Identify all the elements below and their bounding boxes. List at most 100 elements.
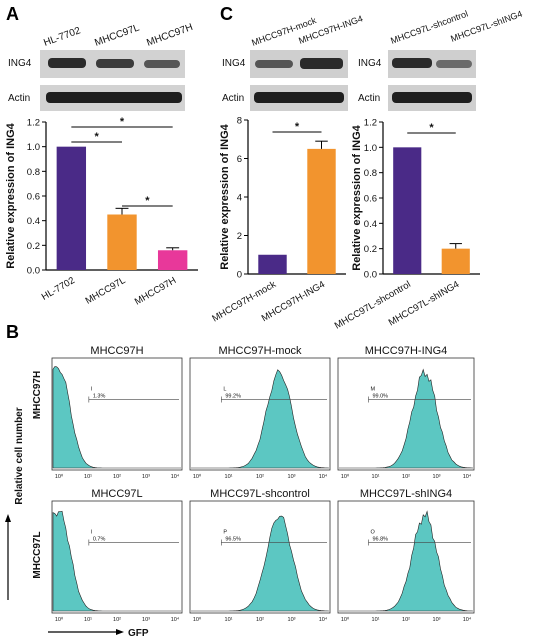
x-tick-label: 10³: [433, 617, 441, 623]
bar: [157, 250, 188, 270]
blot-row-label: ING4: [222, 58, 246, 69]
y-axis-title: Relative expression of ING4: [5, 122, 17, 268]
lane-label: HL-7702: [42, 25, 82, 49]
histogram-title: MHCC97L: [91, 488, 142, 500]
x-axis-label: GFP: [128, 628, 149, 639]
blot-band: [96, 59, 134, 68]
blot-band: [144, 60, 180, 68]
x-tick-label: 10¹: [84, 617, 92, 623]
x-tick-label: 10¹: [372, 474, 380, 480]
row-label: MHCC97H: [32, 371, 43, 419]
panel-a-blot: HL-7702 MHCC97L MHCC97H ING4 Actin: [8, 22, 194, 111]
x-tick-label: 10¹: [84, 474, 92, 480]
x-tick-label: 10⁰: [193, 616, 202, 623]
blot-band: [254, 92, 344, 103]
blot-band: [255, 60, 293, 68]
x-tick-label: MHCC97L: [84, 275, 128, 307]
histogram-title: MHCC97H: [90, 345, 143, 357]
gate-percent: 1.3%: [93, 393, 106, 399]
y-tick-label: 2: [237, 231, 242, 242]
bar: [307, 148, 336, 274]
bar: [258, 254, 287, 274]
y-tick-label: 0.4: [364, 219, 377, 230]
gate-percent: 99.0%: [372, 393, 388, 399]
row-label: MHCC97L: [32, 531, 43, 578]
histogram-curve: [52, 366, 181, 469]
x-tick-label: 10²: [113, 617, 121, 623]
gate-label: O: [370, 529, 375, 535]
panel-letter-b: B: [6, 322, 19, 342]
histogram-frame: [337, 500, 475, 614]
x-tick-label: 10³: [288, 474, 296, 480]
x-tick-label: 10⁰: [341, 616, 350, 623]
blot-band: [48, 58, 86, 68]
lane-label: MHCC97H: [145, 22, 194, 49]
x-tick-label: 10¹: [225, 474, 233, 480]
x-tick-label: 10⁴: [463, 616, 472, 623]
gate-percent: 0.7%: [93, 536, 106, 542]
histogram-title: MHCC97H-ING4: [365, 345, 448, 357]
x-tick-label: 10³: [142, 617, 150, 623]
x-tick-label: 10⁰: [341, 473, 350, 480]
histogram-title: MHCC97L-shcontrol: [210, 488, 310, 500]
blot-band: [46, 92, 182, 103]
y-tick-label: 0.2: [364, 244, 377, 255]
gate-percent: 99.2%: [225, 393, 241, 399]
gate-label: M: [370, 386, 375, 392]
y-tick-label: 0.2: [27, 241, 40, 252]
y-tick-label: 6: [237, 154, 242, 165]
y-tick-label: 0.0: [27, 266, 40, 277]
blot-row-label: Actin: [8, 93, 30, 104]
significance-star: *: [95, 131, 100, 143]
y-axis-title: Relative expression of ING4: [351, 124, 363, 270]
x-tick-label: 10⁰: [55, 616, 64, 623]
x-tick-label: 10⁴: [171, 473, 180, 480]
blot-row-label: ING4: [8, 58, 32, 69]
significance-star: *: [429, 122, 434, 134]
significance-star: *: [120, 116, 125, 128]
x-tick-label: 10²: [256, 474, 264, 480]
gate-percent: 96.5%: [225, 536, 241, 542]
blot-band: [436, 60, 472, 68]
y-tick-label: 1.2: [364, 118, 377, 129]
gate-label: I: [91, 386, 93, 392]
x-tick-label: 10⁴: [171, 616, 180, 623]
bar: [393, 147, 422, 274]
significance-star: *: [295, 121, 300, 133]
bar: [107, 214, 137, 270]
y-tick-label: 0.0: [364, 270, 377, 281]
y-tick-label: 0: [237, 270, 242, 281]
histogram-curve: [52, 510, 181, 612]
x-tick-label: 10⁰: [55, 473, 64, 480]
x-tick-label: 10⁰: [193, 473, 202, 480]
blot-band: [300, 58, 343, 69]
x-tick-label: 10²: [113, 474, 121, 480]
blot-row-label: Actin: [358, 93, 380, 104]
x-tick-label: 10⁴: [319, 473, 328, 480]
y-tick-label: 8: [237, 116, 242, 127]
x-tick-label: 10³: [288, 617, 296, 623]
y-axis-label: Relative cell number: [14, 407, 25, 504]
x-tick-label: 10⁴: [463, 473, 472, 480]
panel-c-left-blot: MHCC97H-mock MHCC97H-ING4 ING4 Actin: [222, 13, 364, 111]
x-tick-label: 10²: [402, 474, 410, 480]
blot-row-label: Actin: [222, 93, 244, 104]
gate-label: I: [91, 529, 93, 535]
histogram-title: MHCC97L-shING4: [360, 488, 452, 500]
gate-percent: 96.8%: [372, 536, 388, 542]
blot-band: [392, 92, 472, 103]
x-tick-label: MHCC97H: [133, 275, 178, 308]
gate-label: P: [223, 529, 227, 535]
bar: [441, 248, 470, 274]
significance-star: *: [145, 195, 150, 207]
gate-label: L: [223, 386, 226, 392]
x-tick-label: 10²: [402, 617, 410, 623]
histogram-curve: [191, 369, 330, 469]
histogram-curve: [339, 510, 474, 612]
y-tick-label: 0.6: [364, 194, 377, 205]
panel-c-right-blot: MHCC97L-shcontrol MHCC97L-shING4 ING4 Ac…: [358, 9, 524, 111]
